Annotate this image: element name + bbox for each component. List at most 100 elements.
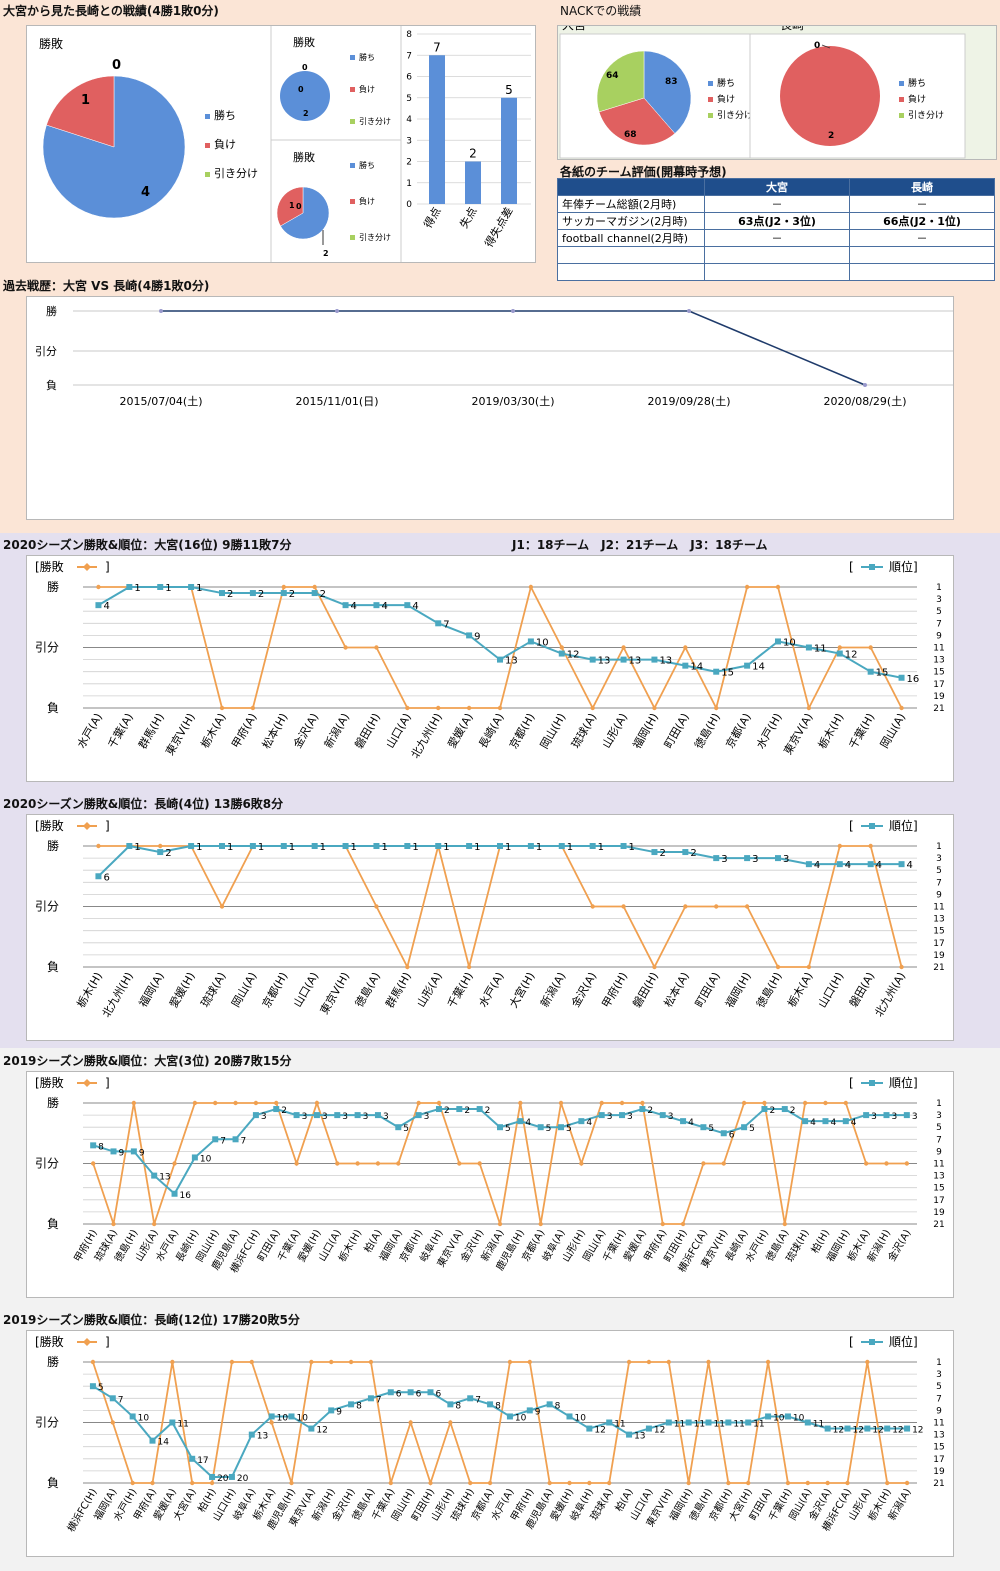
result-point	[436, 705, 441, 711]
rank-data-label: 5	[749, 1124, 755, 1134]
x-tick-label: 福岡(H)	[722, 970, 754, 1011]
eval-row: サッカーマガジン(2月時) 63点(J2・3位) 66点(J2・1位)	[557, 212, 995, 230]
date-label: 2020/08/29(土)	[824, 395, 907, 408]
x-tick-label: 新潟(A)	[321, 711, 352, 751]
rank-tick-label: 21	[933, 1479, 944, 1489]
y-tick-label: 3	[406, 136, 412, 146]
legend-rank-marker	[869, 823, 875, 829]
rank-data-label: 3	[383, 1112, 389, 1122]
result-point	[863, 1161, 869, 1166]
rank-point	[334, 1112, 341, 1119]
x-tick-label: 柏(A)	[361, 1227, 385, 1255]
legend-swatch	[350, 235, 355, 240]
rank-point	[466, 632, 473, 639]
rank-tick-label: 13	[933, 915, 944, 925]
x-tick-label: 琉球(A)	[568, 711, 599, 751]
result-point	[253, 1100, 259, 1106]
rank-data-label: 10	[575, 1413, 587, 1423]
rank-point	[725, 1419, 732, 1426]
rank-point	[342, 602, 349, 609]
x-tick-label: 栃木(A)	[197, 711, 228, 751]
eval-cell-omiya	[704, 263, 850, 281]
y-label: 負	[47, 1476, 59, 1490]
bar-value-label: 5	[505, 83, 513, 97]
x-tick-label: 金沢(A)	[290, 711, 321, 751]
rank-point	[741, 1124, 748, 1131]
rank-point	[804, 1419, 811, 1426]
y-label: 引分	[35, 641, 59, 655]
result-point	[714, 904, 719, 909]
rank-point	[367, 1395, 374, 1402]
result-point	[701, 1161, 706, 1166]
rank-data-label: 1	[134, 842, 140, 853]
rank-point	[680, 1118, 687, 1125]
result-line	[92, 1361, 908, 1486]
x-tick-label: 千葉(H)	[846, 711, 878, 752]
rank-point	[651, 849, 658, 856]
rank-point	[219, 590, 225, 597]
eval-cell-omiya: 63点(J2・3位)	[704, 212, 850, 230]
x-tick-label: 松本(H)	[259, 711, 291, 752]
result-point	[547, 1480, 552, 1486]
x-tick-label: 栃木(A)	[784, 970, 815, 1010]
rank-point	[506, 1413, 513, 1420]
rank-point	[864, 1425, 871, 1432]
pie-title: 勝敗	[293, 150, 315, 164]
season-chart-title: 2019シーズン勝敗&順位：長崎(12位) 17勝20敗5分	[3, 1313, 300, 1327]
result-point	[686, 1480, 691, 1486]
result-point	[652, 705, 657, 711]
season-chart-title: 2020シーズン勝敗&順位：長崎(4位) 13勝6敗8分	[3, 797, 284, 811]
rank-data-label: 4	[814, 860, 820, 871]
rank-data-label: 3	[668, 1112, 674, 1122]
rank-point	[348, 1401, 355, 1408]
rank-point	[527, 843, 534, 849]
rank-tick-label: 17	[933, 1196, 944, 1206]
legend-label: 勝ち	[359, 160, 375, 170]
result-point	[374, 904, 379, 909]
rank-tick-label: 5	[936, 607, 942, 617]
result-point	[660, 1221, 665, 1227]
pie-away-slice	[276, 186, 304, 227]
rank-point	[517, 1118, 524, 1125]
eval-row-label	[557, 246, 705, 264]
pie-nack-omiya-slice	[643, 50, 692, 134]
rank-point	[209, 1473, 216, 1480]
rank-point	[232, 1136, 239, 1143]
x-tick-label: 町田(A)	[662, 711, 692, 751]
result-point	[274, 1100, 279, 1106]
rank-data-label: 15	[876, 668, 889, 679]
x-tick-label: 甲府(H)	[599, 970, 631, 1011]
rank-data-label: 16	[907, 674, 920, 685]
eval-cell-nagasaki	[849, 246, 995, 264]
x-tick-label: 京都(A)	[723, 711, 754, 751]
rank-point	[373, 602, 380, 609]
x-tick-label: 岡山(A)	[878, 711, 908, 751]
legend-swatch	[899, 113, 904, 118]
result-point	[746, 1480, 751, 1486]
rank-point	[435, 1106, 442, 1113]
rank-point	[558, 1124, 565, 1131]
rank-data-label: 13	[598, 656, 611, 667]
rank-tick-label: 7	[936, 1135, 942, 1145]
rank-point	[466, 843, 473, 849]
result-point	[590, 705, 595, 711]
result-point	[899, 705, 904, 711]
legend-swatch	[205, 114, 210, 119]
legend-label: 負け	[908, 93, 926, 105]
legend-bracket: ]	[105, 560, 110, 574]
history-point	[863, 383, 867, 387]
rank-data-label: 12	[567, 650, 580, 661]
result-point	[170, 1359, 175, 1365]
rank-point	[645, 1425, 652, 1432]
rank-data-label: 3	[783, 854, 789, 865]
rank-data-label: 11	[177, 1420, 188, 1430]
result-point	[375, 1161, 381, 1166]
pie-label: 0	[814, 41, 820, 51]
rank-tick-label: 21	[933, 1220, 944, 1230]
rank-data-label: 5	[98, 1383, 104, 1393]
result-point	[405, 705, 410, 711]
rank-data-label: 1	[258, 842, 264, 853]
history-title: 過去戦歴：大宮 VS 長崎(4勝1敗0分)	[3, 279, 210, 293]
